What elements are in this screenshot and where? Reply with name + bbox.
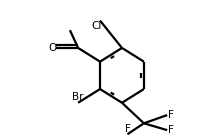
Text: F: F bbox=[125, 124, 130, 134]
Text: F: F bbox=[168, 110, 174, 120]
Text: O: O bbox=[48, 43, 56, 53]
Text: Br: Br bbox=[72, 92, 84, 102]
Text: F: F bbox=[168, 125, 174, 135]
Text: Cl: Cl bbox=[92, 21, 102, 31]
